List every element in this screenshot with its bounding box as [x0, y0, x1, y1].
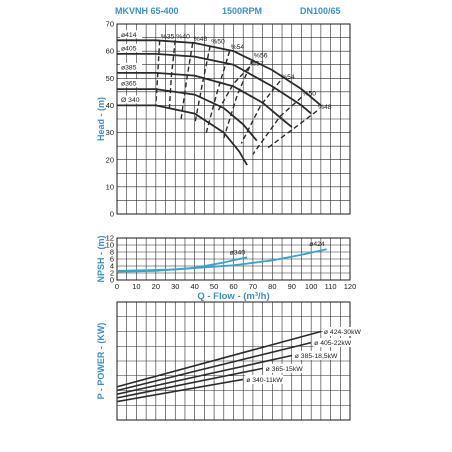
- y-axis-label: P - POWER - (KW): [96, 323, 106, 400]
- power-panel: P - POWER - (KW) ø 424-30kW ø 405-22kW ø 38…: [96, 301, 362, 421]
- plot-frame: [116, 301, 351, 421]
- curve-label: ø424: [309, 241, 325, 248]
- curve-label: %54: [231, 44, 245, 51]
- x-tick-label: 60: [229, 282, 237, 291]
- efficiency-curve: [180, 42, 194, 120]
- curve-label: Ø 340: [121, 97, 140, 104]
- power-curve: [116, 330, 322, 388]
- y-tick-label: 70: [106, 20, 114, 29]
- y-tick-label: 4: [110, 262, 114, 271]
- curve-label: ø340: [230, 249, 246, 256]
- y-tick-label: 6: [110, 255, 114, 264]
- head-curve: [117, 88, 258, 142]
- x-tick-label: 70: [249, 282, 257, 291]
- curve-label: %35: [161, 33, 175, 40]
- efficiency-curve: [266, 110, 318, 150]
- curve-label: ø 340-11kW: [246, 377, 283, 384]
- efficiency-curve: [168, 40, 176, 109]
- curve-label: %50: [211, 39, 225, 46]
- y-tick-label: 10: [106, 241, 114, 250]
- efficiency-curve: [194, 45, 211, 125]
- y-tick-label: 10: [106, 182, 114, 191]
- y-tick-label: 60: [106, 47, 114, 56]
- x-tick-label: 80: [268, 282, 276, 291]
- curve-label: ø 385-18,5kW: [295, 353, 338, 360]
- curve-label: %56: [254, 52, 268, 59]
- y-tick-label: 12: [106, 234, 114, 243]
- y-tick-label: 2: [110, 269, 114, 278]
- x-axis-label: Q - Flow - (m³/h): [197, 291, 269, 302]
- head-curve: [117, 72, 293, 128]
- curve-label-backdrop: [313, 338, 352, 348]
- curve-label: %48: [318, 104, 332, 111]
- y-tick-label: 0: [110, 276, 114, 285]
- curve-label-backdrop: [120, 79, 142, 88]
- curve-label-backdrop: [120, 62, 142, 71]
- curve-label: ø 405-22kW: [314, 340, 352, 347]
- speed-title: 1500RPM: [222, 6, 262, 16]
- curve-label: %48: [194, 36, 208, 43]
- plot-frame: [116, 23, 351, 215]
- power-curve: [116, 378, 244, 403]
- y-axis-label: Head - (m): [96, 97, 106, 141]
- x-tick-label: 40: [190, 282, 198, 291]
- efficiency-curve: [155, 40, 161, 106]
- y-tick-label: 20: [106, 155, 114, 164]
- efficiency-curve: [240, 80, 281, 144]
- curve-label: %57: [250, 60, 264, 67]
- x-tick-label: 90: [288, 282, 296, 291]
- x-tick-label: 100: [305, 282, 318, 291]
- y-tick-label: 8: [110, 248, 114, 257]
- x-tick-label: 10: [132, 282, 140, 291]
- head-curve: [117, 53, 312, 115]
- npsh-curve: [116, 248, 327, 272]
- curve-label: ø365: [121, 81, 137, 88]
- model-title: MKVNH 65-400: [115, 6, 179, 16]
- efficiency-curve: [252, 96, 302, 155]
- curve-label-backdrop: [293, 350, 339, 360]
- curve-label-backdrop: [120, 43, 142, 52]
- curve-label: %40: [176, 33, 190, 40]
- power-curve: [116, 341, 312, 392]
- x-tick-label: 0: [115, 282, 119, 291]
- curve-label: ø405: [121, 45, 137, 52]
- curve-label-backdrop: [120, 30, 142, 39]
- efficiency-curve: [223, 59, 254, 139]
- power-curve: [116, 367, 263, 399]
- curve-label: %54: [281, 74, 295, 81]
- curve-label-backdrop: [264, 363, 303, 373]
- curve-label: ø385: [121, 64, 137, 71]
- y-tick-label: 50: [106, 74, 114, 83]
- plot-frame: [116, 237, 351, 281]
- head-panel: 0 10 20 30 40 50 60 70 Head - (m) ø414 ø405 ø385 ø36…: [96, 20, 351, 219]
- head-curve: [117, 39, 322, 107]
- y-tick-label: 30: [106, 128, 114, 137]
- curve-label: %50: [302, 90, 316, 97]
- curve-label: ø414: [121, 32, 137, 39]
- efficiency-curve: [217, 66, 250, 112]
- x-tick-label: 30: [171, 282, 179, 291]
- size-title: DN100/65: [300, 6, 341, 16]
- curve-label-backdrop: [120, 95, 142, 104]
- curve-label-backdrop: [322, 327, 361, 336]
- curve-label-backdrop: [245, 374, 284, 384]
- curve-label: ø 365-15kW: [266, 366, 304, 373]
- y-tick-label: 40: [106, 101, 114, 110]
- y-axis-label: NPSH - (m): [96, 235, 106, 282]
- power-curve: [116, 354, 292, 395]
- x-tick-label: 50: [210, 282, 218, 291]
- curve-label: ø 424-30kW: [324, 329, 362, 336]
- y-tick-label: 0: [110, 210, 114, 219]
- x-tick-label: 20: [152, 282, 160, 291]
- x-tick-label: 110: [325, 282, 337, 291]
- x-tick-label: 120: [344, 282, 357, 291]
